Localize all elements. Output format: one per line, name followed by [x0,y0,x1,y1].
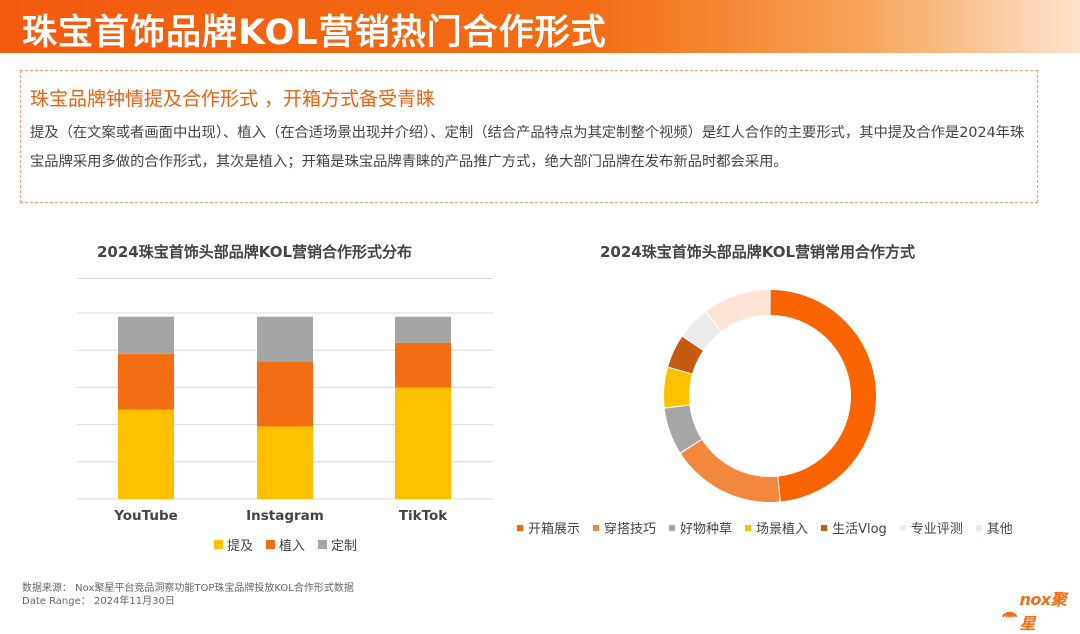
bar-chart: YouTube Instagram TikTok [77,312,493,524]
bar-chart-title-rule [77,278,493,279]
legend-item: 植入 [266,535,305,554]
bar-chart-legend: 提及 植入 定制 [214,535,370,554]
legend-label: 好物种草 [680,522,733,537]
legend-swatch [318,540,328,549]
legend-item: 开箱展示 [517,518,580,537]
x-tick-label: Instagram [246,508,324,524]
bar-segment-提及 [118,409,174,499]
legend-label: 定制 [331,539,358,554]
brand-logo: nox聚星 [1000,586,1080,634]
legend-item: 好物种草 [669,518,732,537]
bar-segment-定制 [257,316,313,362]
summary-box: 珠宝品牌钟情提及合作形式 ，开箱方式备受青睐 提及（在文案或者画面中出现）、植入… [20,70,1038,203]
bar-segment-定制 [118,316,174,354]
legend-swatch [214,540,223,549]
donut-chart-title: 2024珠宝首饰头部品牌KOL营销常用合作方式 [600,243,916,261]
legend-item: 穿搭技巧 [593,518,656,537]
legend-swatch [593,524,600,531]
legend-item: 专业评测 [899,518,963,537]
logo-text: nox聚星 [1019,590,1067,633]
legend-label: 穿搭技巧 [604,522,657,537]
source-line: 数据来源： Nox聚星平台竞品洞察功能TOP珠宝品牌投放KOL合作形式数据 [22,583,354,594]
legend-label: 专业评测 [910,522,963,537]
legend-label: 提及 [227,539,254,554]
summary-heading: 珠宝品牌钟情提及合作形式 ，开箱方式备受青睐 [30,88,436,110]
bar-segment-植入 [257,361,313,427]
legend-label: 生活Vlog [832,522,887,537]
legend-swatch [517,524,523,531]
legend-swatch [266,540,276,549]
page-title: 珠宝首饰品牌KOL营销热门合作形式 [22,13,607,53]
legend-item: 场景植入 [745,518,808,537]
legend-swatch [745,524,752,531]
bar-segment-植入 [395,342,451,388]
date-line: Date Range： 2024年11月30日 [22,596,175,607]
legend-item: 提及 [214,535,253,554]
x-tick-label: TikTok [399,508,449,524]
legend-label: 植入 [279,539,306,554]
legend-swatch [975,524,982,531]
legend-label: 其他 [986,522,1013,537]
legend-swatch [669,524,676,531]
legend-item: 生活Vlog [821,518,887,537]
legend-label: 开箱展示 [528,522,581,537]
bar-chart-title: 2024珠宝首饰头部品牌KOL营销合作形式分布 [97,243,413,261]
summary-text: 提及（在文案或者画面中出现）、植入（在合适场景出现并介绍）、定制（结合产品特点为… [30,125,1025,170]
legend-swatch [899,524,906,531]
legend-item: 其他 [975,518,1013,537]
legend-label: 场景植入 [756,522,809,537]
footer-source: 数据来源： Nox聚星平台竞品洞察功能TOP珠宝品牌投放KOL合作形式数据 Da… [22,582,354,608]
x-tick-label: YouTube [113,508,178,524]
title-banner: 珠宝首饰品牌KOL营销热门合作形式 [0,0,1080,53]
bar-segment-提及 [257,426,313,499]
legend-swatch [821,524,828,531]
donut-chart-legend: 开箱展示 穿搭技巧 好物种草 场景植入 生活Vlog 专业评测 其他 [517,518,1026,537]
bar-segment-提及 [395,387,451,499]
bar-segment-植入 [118,353,174,410]
logo-wave-icon [1001,611,1018,618]
legend-item: 定制 [318,535,357,554]
bar-segment-定制 [395,316,451,343]
